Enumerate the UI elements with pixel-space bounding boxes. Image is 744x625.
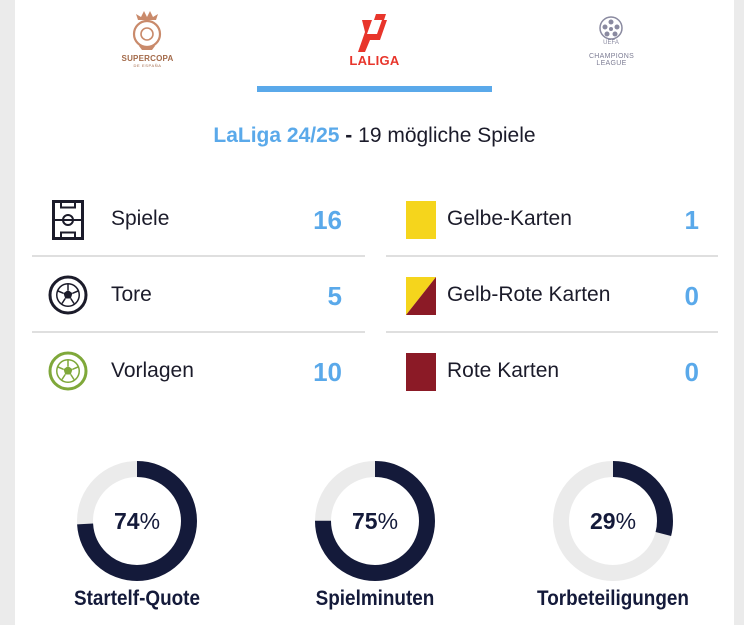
red-card-icon [406, 353, 436, 391]
stat-row-red-cards: Rote Karten 0 [386, 334, 718, 410]
stat-row-goals: Tore 5 [32, 258, 365, 334]
stat-value-yellow-red-cards: 0 [684, 281, 699, 311]
stat-row-games: Spiele 16 [32, 182, 365, 258]
champions-league-logo-icon: UEFA [599, 16, 623, 46]
stat-label-assists: Vorlagen [111, 359, 194, 382]
heading-separator: - [345, 124, 353, 147]
divider [32, 255, 365, 257]
tab-laliga[interactable]: LALIGA [257, 0, 492, 95]
stat-value-assists: 10 [313, 357, 342, 387]
possible-games: 19 mögliche Spiele [358, 124, 536, 147]
ring-chart-goal-involvements: 29% [553, 461, 673, 581]
assist-ball-icon [48, 351, 88, 391]
ring-value-minutes: 75% [352, 508, 398, 534]
stat-value-red-cards: 0 [684, 357, 699, 387]
yellow-red-card-icon [406, 277, 436, 315]
divider [32, 331, 365, 333]
stat-value-goals: 5 [327, 281, 342, 311]
ball-icon [48, 275, 88, 315]
divider [386, 331, 718, 333]
ring-value-starting-rate: 74% [114, 508, 160, 534]
supercopa-sublabel: DE ESPAÑA [133, 63, 162, 68]
stat-label-yellow-red-cards: Gelb-Rote Karten [447, 283, 611, 306]
divider [386, 255, 718, 257]
ring-label-starting-rate: Startelf-Quote [73, 587, 200, 610]
player-stats-card: SUPERCOPA DE ESPAÑA LALIGA [15, 0, 734, 625]
active-tab-indicator [257, 86, 492, 92]
stat-label-red-cards: Rote Karten [447, 359, 560, 382]
season-heading: LaLiga 24/25 - 19 mögliche Spiele [15, 124, 734, 148]
uefa-text: UEFA [603, 40, 619, 46]
stat-label-games: Spiele [111, 207, 170, 230]
stat-value-yellow-cards: 1 [684, 205, 699, 235]
ring-chart-starting-rate: 74% [77, 461, 197, 581]
ring-arc-starting-rate [77, 461, 197, 581]
supercopa-label: SUPERCOPA [121, 54, 174, 63]
stat-label-yellow-cards: Gelbe-Karten [447, 207, 572, 230]
tab-supercopa[interactable]: SUPERCOPA DE ESPAÑA [30, 0, 265, 95]
laliga-label: LALIGA [349, 53, 400, 68]
ring-chart-minutes: 75% [315, 461, 435, 581]
stat-label-goals: Tore [111, 283, 152, 306]
champions-label: CHAMPIONS [588, 53, 635, 60]
season-title[interactable]: LaLiga 24/25 [213, 124, 340, 147]
pitch-icon [52, 200, 84, 240]
stat-row-assists: Vorlagen 10 [32, 334, 365, 410]
competition-tabs: SUPERCOPA DE ESPAÑA LALIGA [15, 0, 734, 95]
ring-label-minutes: Spielminuten [315, 587, 435, 610]
ring-value-goal-involvements: 29% [590, 508, 636, 534]
supercopa-logo-icon [132, 11, 162, 50]
ring-arc-minutes [315, 461, 435, 581]
yellow-card-icon [406, 201, 436, 239]
league-label: LEAGUE [596, 60, 627, 67]
tab-champions-league[interactable]: UEFA CHAMPIONS LEAGUE [485, 0, 720, 95]
laliga-logo-icon [358, 14, 387, 52]
stat-row-yellow-red-cards: Gelb-Rote Karten 0 [386, 258, 718, 334]
ring-arc-goal-involvements [553, 461, 673, 581]
ring-label-goal-involvements: Torbeteiligungen [537, 587, 689, 610]
stat-value-games: 16 [313, 205, 342, 235]
stat-row-yellow-cards: Gelbe-Karten 1 [386, 182, 718, 258]
